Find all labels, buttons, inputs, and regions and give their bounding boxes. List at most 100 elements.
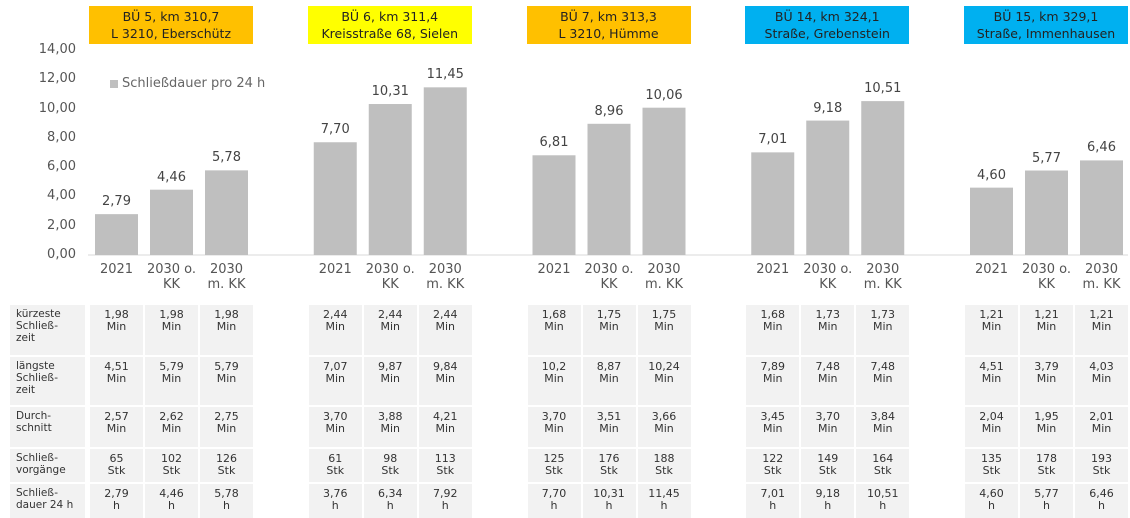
legend-label: Schließdauer pro 24 h [122, 76, 266, 91]
cell-value: 1,75 [596, 308, 622, 321]
table-cell: 1,98 Min [145, 305, 198, 355]
group-name: BÜ 14, km 324,1 [774, 9, 880, 24]
y-tick-label: 2,00 [47, 217, 76, 233]
row-label: längste Schließ-zeit [10, 357, 85, 405]
cell-value: 10,31 [593, 487, 625, 500]
cell-unit: Stk [600, 464, 618, 477]
data-label: 8,96 [594, 103, 624, 119]
table-cell: 188 Stk [637, 449, 691, 482]
table-cell: 2,44 Min [308, 305, 362, 355]
cell-value: 2,75 [214, 410, 239, 423]
row-label-line: schnitt [16, 422, 52, 434]
cell-value: 2,01 [1089, 410, 1114, 423]
cell-unit: Min [981, 320, 1002, 333]
bar [313, 142, 357, 255]
data-label: 6,81 [539, 135, 569, 151]
cell-unit: Min [216, 422, 237, 435]
table-cell: 10,31 h [582, 484, 636, 518]
table-cell: 1,73 Min [856, 305, 910, 355]
cell-value: 135 [981, 452, 1002, 465]
table-cell: 2,44 Min [418, 305, 472, 355]
cell-unit: h [441, 499, 449, 512]
cell-value: 178 [1036, 452, 1057, 465]
row-label-line: vorgänge [16, 464, 66, 476]
cell-value: 10,2 [541, 360, 567, 373]
cell-value: 3,84 [870, 410, 896, 423]
group-location: Straße, Grebenstein [764, 26, 890, 41]
table-cell: 2,57 Min [90, 407, 143, 447]
row-label-line: Schließ- [16, 487, 58, 499]
cell-value: 1,73 [870, 308, 896, 321]
table-cell: 7,92 h [418, 484, 472, 518]
cell-value: 113 [434, 452, 456, 465]
row-label: Schließ-dauer 24 h [10, 484, 85, 518]
cell-value: 126 [216, 452, 237, 465]
cell-value: 9,84 [433, 360, 458, 373]
cell-unit: h [988, 499, 995, 512]
cell-value: 2,44 [323, 308, 348, 321]
table-cell: 113 Stk [418, 449, 472, 482]
cell-value: 102 [161, 452, 182, 465]
bar [751, 152, 795, 255]
cell-value: 4,60 [979, 487, 1004, 500]
cell-unit: Stk [326, 464, 345, 477]
legend-swatch [110, 80, 118, 88]
cell-value: 2,44 [433, 308, 458, 321]
table-cell: 1,21 Min [1020, 305, 1073, 355]
table-cell: 5,78 h [200, 484, 253, 518]
x-tick-label: 2021 [756, 262, 790, 277]
cell-value: 61 [328, 452, 343, 465]
cell-unit: Min [762, 422, 783, 435]
row-label: kürzeste Schließ-zeit [10, 305, 85, 355]
data-label: 10,51 [864, 81, 902, 97]
cell-value: 2,57 [104, 410, 129, 423]
bar [861, 101, 905, 255]
cell-unit: Min [435, 372, 456, 385]
table-cell: 5,79 Min [200, 357, 253, 405]
cell-unit: Min [1036, 320, 1057, 333]
table-cell: 1,98 Min [200, 305, 253, 355]
y-tick-label: 0,00 [47, 247, 76, 262]
row-label-line: dauer 24 h [16, 499, 74, 511]
cell-value: 149 [817, 452, 839, 465]
bar [1080, 160, 1123, 255]
cell-value: 5,79 [159, 360, 184, 373]
cell-value: 8,87 [596, 360, 622, 373]
table-cell: 4,03 Min [1075, 357, 1128, 405]
y-tick-label: 12,00 [38, 71, 76, 87]
x-tick-label: 2030 o. KK [365, 262, 415, 292]
cell-value: 1,68 [541, 308, 567, 321]
table-cell: 7,48 Min [801, 357, 855, 405]
cell-unit: Min [216, 320, 237, 333]
data-label: 6,46 [1087, 140, 1116, 156]
cell-unit: Min [325, 372, 346, 385]
cell-unit: Min [599, 320, 619, 333]
table-cell: 7,70 h [527, 484, 581, 518]
data-label: 7,01 [758, 132, 788, 148]
table-cell: 1,68 Min [746, 305, 800, 355]
table-cell: 102 Stk [145, 449, 198, 482]
x-tick-label: 2030 m. KK [207, 262, 246, 292]
data-label: 9,18 [813, 100, 843, 116]
cell-unit: Min [872, 372, 893, 385]
cell-unit: h [660, 499, 668, 512]
table-cell: 9,84 Min [418, 357, 472, 405]
row-label-line: Durch- [16, 410, 52, 422]
table-cell: 4,51 Min [90, 357, 143, 405]
table-cell: 135 Stk [965, 449, 1018, 482]
cell-unit: Stk [1037, 464, 1056, 477]
cell-unit: Min [762, 320, 783, 333]
bar [532, 155, 576, 255]
group-location: Straße, Immenhausen [976, 26, 1116, 41]
cell-unit: Stk [107, 464, 126, 477]
table-cell: 7,07 Min [308, 357, 362, 405]
table-cell: 3,84 Min [856, 407, 910, 447]
cell-value: 98 [383, 452, 398, 465]
row-label-line: zeit [16, 332, 36, 344]
table-cell: 1,68 Min [527, 305, 581, 355]
cell-value: 3,51 [596, 410, 622, 423]
cell-value: 4,21 [433, 410, 458, 423]
cell-value: 3,88 [378, 410, 403, 423]
x-tick-label: 2030 m. KK [645, 262, 683, 292]
cell-value: 3,70 [323, 410, 348, 423]
